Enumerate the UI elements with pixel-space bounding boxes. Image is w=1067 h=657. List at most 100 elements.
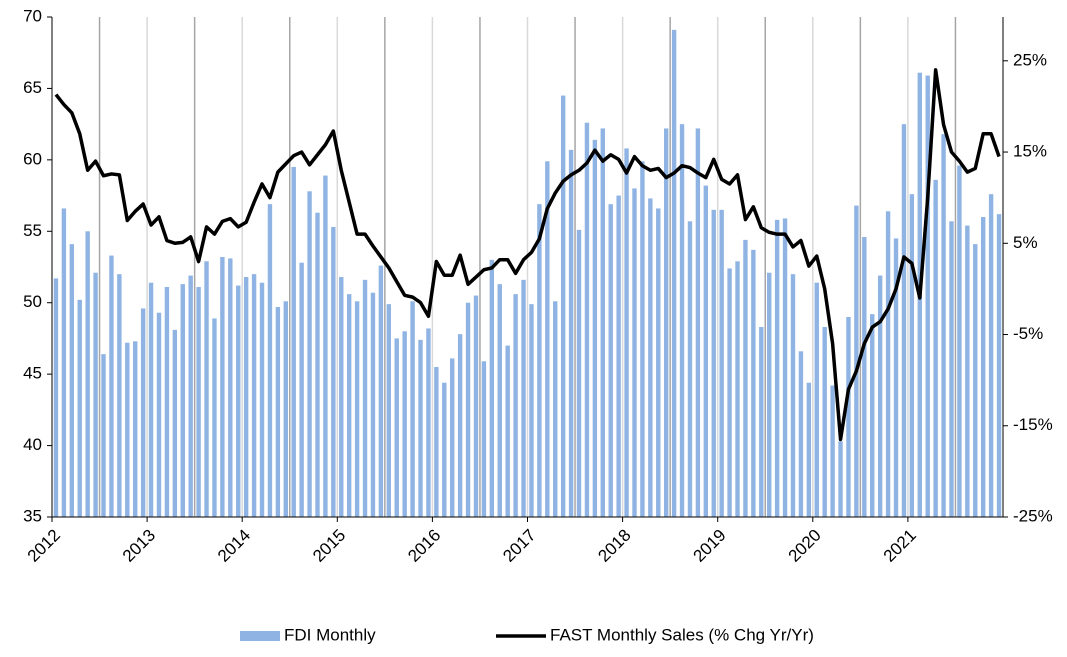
bar [822,327,827,517]
bar [854,205,859,518]
x-tick-label: 2018 [594,526,634,566]
bar [481,361,487,517]
bar [965,225,970,518]
bar [180,284,185,517]
bar [703,185,709,518]
bar [711,209,716,517]
bar [933,179,938,517]
bar [695,128,701,517]
bar [648,198,653,517]
bar [465,302,471,517]
bar [814,282,819,517]
bar [679,124,685,518]
bar [172,329,178,517]
bar [973,244,978,517]
bar [140,308,146,517]
bar [188,275,193,517]
bar [236,285,241,517]
bar [156,312,162,517]
bar [497,284,502,517]
bar [568,149,574,517]
bar [323,175,328,518]
y-tick-label: 65 [23,78,42,97]
bar [196,287,201,517]
bar [735,261,740,517]
bar [291,167,296,517]
bar [61,208,67,517]
x-tick-label: 2014 [214,526,254,566]
bar [243,277,249,517]
bar [426,328,431,517]
bar [133,341,138,517]
bar [616,195,621,518]
legend-swatch [240,631,280,641]
y-tick-label: 50 [23,292,42,311]
bar [204,261,209,517]
bar [53,278,59,517]
bar [767,272,772,517]
bar [442,382,447,517]
y-tick-label: 55 [23,221,42,240]
bar [980,217,986,517]
bar [259,282,265,517]
bar [251,274,257,517]
x-tick-label: 2013 [119,526,159,566]
bar [378,265,384,517]
x-tick-label: 2012 [24,526,64,566]
bar [354,301,360,517]
y-tick-label: 70 [23,6,42,25]
bar [719,209,724,517]
legend-label: FAST Monthly Sales (% Chg Yr/Yr) [550,625,814,644]
bar [663,128,669,517]
bar [759,327,764,517]
bar [870,314,875,517]
bar [394,338,399,517]
bar [418,339,423,517]
x-tick-label: 2019 [690,526,730,566]
bar [505,345,510,517]
line [54,68,1001,442]
bar [806,382,812,517]
bar [315,212,320,517]
bar [790,274,796,517]
bar [798,351,804,517]
bar [957,165,962,518]
bar [838,441,843,517]
legend-item: FAST Monthly Sales (% Chg Yr/Yr) [496,625,814,644]
bar [592,139,598,517]
bar [743,239,748,517]
bar [93,272,98,517]
bar [125,342,130,517]
bar [69,244,75,517]
y-tick-label: 45 [23,364,42,383]
bar [489,259,495,517]
bar [228,258,233,517]
bar [925,75,930,518]
bar [687,221,693,518]
bar [164,287,170,517]
bar [537,204,542,517]
bar [402,331,407,517]
bar [267,204,273,517]
bar [331,227,336,517]
bar [988,194,994,517]
y2-tick-label: -5% [1013,324,1043,343]
y2-tick-label: -25% [1013,506,1053,525]
bar [299,262,304,517]
bar [885,211,891,518]
bar [434,367,439,517]
bar [457,334,463,517]
bar [846,317,851,517]
bar [941,134,946,517]
bar [560,95,566,518]
bar [529,304,534,517]
bar [877,275,883,517]
bar [473,295,479,517]
bar [346,294,352,517]
x-tick-label: 2020 [785,526,825,566]
bar [307,191,312,518]
bar [220,257,225,517]
bar [370,292,376,517]
